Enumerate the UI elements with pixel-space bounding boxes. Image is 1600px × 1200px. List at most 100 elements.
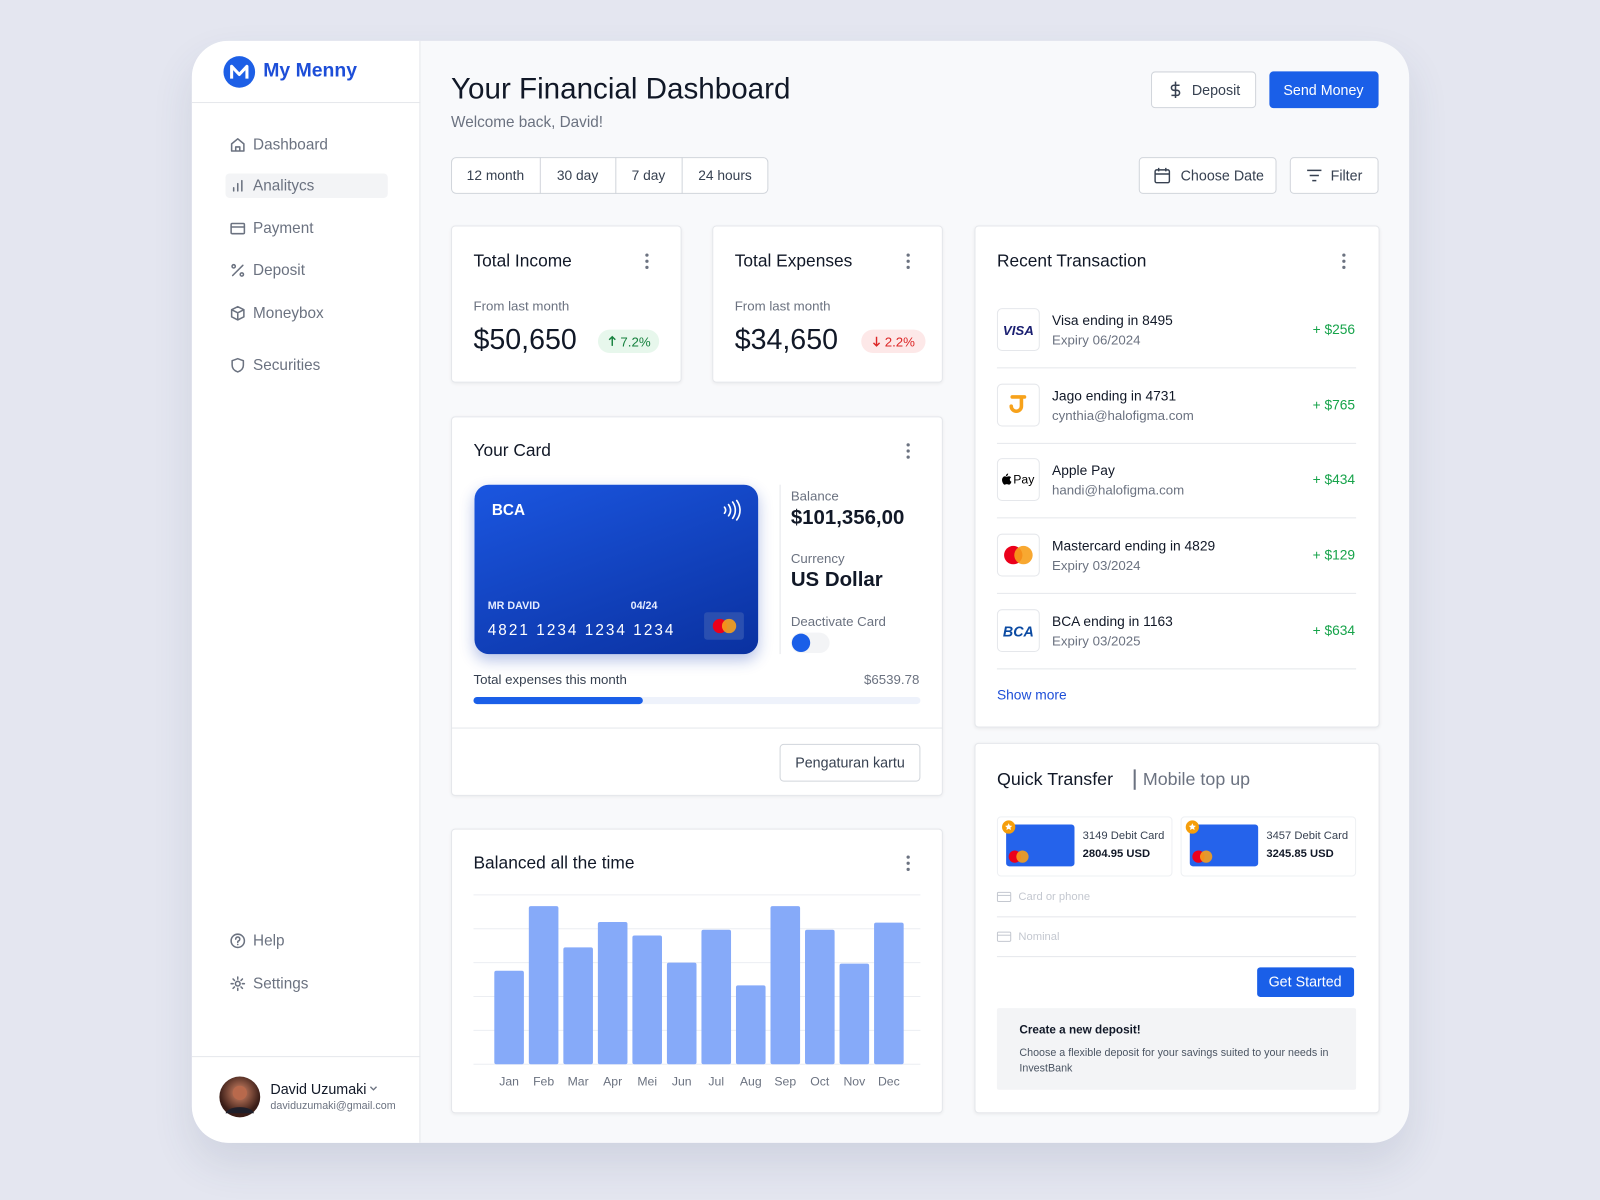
card-bank: BCA <box>491 501 525 519</box>
bar <box>839 963 870 1065</box>
button-label: Choose Date <box>1180 167 1264 184</box>
choose-date-button[interactable] <box>1138 157 1277 194</box>
input-underline <box>996 916 1357 918</box>
promo-box <box>996 1008 1357 1090</box>
mastercard-logo <box>712 618 737 634</box>
bar <box>770 906 801 1065</box>
amount: $50,650 <box>473 323 577 356</box>
nav-item[interactable]: Analitycs <box>253 177 315 195</box>
toggle-knob <box>791 633 811 653</box>
transaction-detail: handi@halofigma.com <box>1052 482 1185 498</box>
avatar <box>219 1076 261 1118</box>
nav-icon <box>230 933 246 949</box>
more-menu <box>1342 253 1346 269</box>
tab-separator <box>1133 769 1136 790</box>
brand: My Menny <box>263 60 357 82</box>
nav-icon <box>230 976 246 992</box>
range-tab[interactable]: 12 month <box>466 167 525 184</box>
button-label: Send Money <box>1283 81 1364 98</box>
x-tick-label: Jul <box>708 1075 724 1089</box>
change: 7.2% <box>620 334 651 350</box>
debit-card-name: 3457 Debit Card <box>1266 829 1349 842</box>
amount: $34,650 <box>734 323 838 356</box>
bar <box>874 922 904 1065</box>
transaction-name: Mastercard ending in 4829 <box>1052 538 1216 554</box>
label: Total expenses this month <box>473 671 627 688</box>
more-menu <box>906 855 910 872</box>
label: Deactivate Card <box>790 613 886 630</box>
transactions-panel <box>974 225 1380 728</box>
nav-item[interactable]: Settings <box>253 974 309 993</box>
x-tick-label: Apr <box>603 1075 622 1089</box>
nav-item[interactable]: Payment <box>253 219 314 238</box>
deposit-button[interactable] <box>1151 71 1257 109</box>
visa-logo: VISA <box>1002 322 1034 339</box>
nav-item[interactable]: Securities <box>253 356 321 374</box>
nav-active-bg <box>225 173 388 198</box>
divider <box>996 668 1357 670</box>
nav-item[interactable]: Deposit <box>253 261 305 280</box>
transaction-name: Visa ending in 8495 <box>1052 312 1173 329</box>
x-tick-label: Mei <box>637 1075 657 1089</box>
bar-chart: Jan Feb Mar Apr Mei Jun Jul Aug Sep Oct Nov Dec <box>473 894 921 1089</box>
bar <box>563 947 593 1065</box>
chevron <box>369 1086 377 1091</box>
promo-text: Choose a flexible deposit for your savin… <box>1019 1046 1329 1075</box>
nav-item[interactable]: Moneybox <box>253 304 324 322</box>
bar <box>666 962 697 1065</box>
change: 2.2% <box>884 334 915 350</box>
transaction-name: Jago ending in 4731 <box>1052 388 1177 404</box>
arrow-icon <box>872 336 881 347</box>
range-tab[interactable]: 7 day <box>631 167 666 184</box>
filter-button[interactable] <box>1289 157 1379 194</box>
logo-box <box>996 383 1040 427</box>
range-tab[interactable]: 30 day <box>556 167 599 184</box>
x-tick-label: Oct <box>810 1075 830 1089</box>
transaction-amount: + $634 <box>1312 622 1356 639</box>
sidebar <box>191 40 421 1143</box>
nav-item[interactable]: Dashboard <box>253 136 328 154</box>
x-tick-label: Sep <box>774 1075 796 1089</box>
input-placeholder[interactable]: Card or phone <box>1018 890 1091 904</box>
show-more-link[interactable]: Show more <box>996 687 1067 703</box>
nav-item[interactable]: Help <box>253 932 285 950</box>
divider <box>996 367 1357 369</box>
get-started-button[interactable] <box>1257 967 1355 997</box>
divider <box>451 727 943 729</box>
x-tick-label: Jun <box>672 1075 692 1089</box>
mini-mastercard <box>1192 850 1213 863</box>
panel-title: Your Card <box>473 440 551 461</box>
button-label: Get Started <box>1268 973 1342 990</box>
x-tick-label: Mar <box>568 1075 589 1089</box>
balance: $101,356,00 <box>790 506 905 530</box>
logo-box <box>996 308 1040 352</box>
bca-logo: BCA <box>1002 623 1034 640</box>
transaction-detail: Expiry 03/2025 <box>1052 633 1141 649</box>
button-label: Deposit <box>1191 81 1241 98</box>
input-icon <box>996 931 1012 942</box>
x-tick-label: Aug <box>740 1075 762 1089</box>
more-menu <box>645 253 649 269</box>
tab-divider <box>681 157 683 194</box>
favorite-badge <box>1002 820 1016 834</box>
card-settings-button[interactable] <box>779 743 921 782</box>
user-name[interactable]: David Uzumaki <box>270 1080 367 1097</box>
logo <box>223 56 256 88</box>
calendar-icon <box>1154 167 1171 184</box>
transaction-detail: Expiry 03/2024 <box>1052 557 1141 573</box>
tab[interactable]: Quick Transfer <box>996 768 1114 790</box>
transaction-detail: cynthia@halofigma.com <box>1052 407 1194 423</box>
input-placeholder[interactable]: Nominal <box>1018 930 1060 943</box>
input-icon <box>996 891 1012 903</box>
transaction-amount: + $129 <box>1312 547 1356 563</box>
button-label: Pengaturan kartu <box>795 754 905 771</box>
send-money-button[interactable] <box>1269 71 1379 109</box>
more-menu <box>906 253 910 269</box>
divider <box>191 1056 421 1058</box>
arrow-icon <box>608 335 616 346</box>
range-tab[interactable]: 24 hours <box>698 167 752 184</box>
tab[interactable]: Mobile top up <box>1142 768 1251 790</box>
user-email: daviduzumaki@gmail.com <box>270 1099 396 1113</box>
x-tick-label: Nov <box>843 1075 866 1089</box>
nav-icon <box>231 357 245 373</box>
